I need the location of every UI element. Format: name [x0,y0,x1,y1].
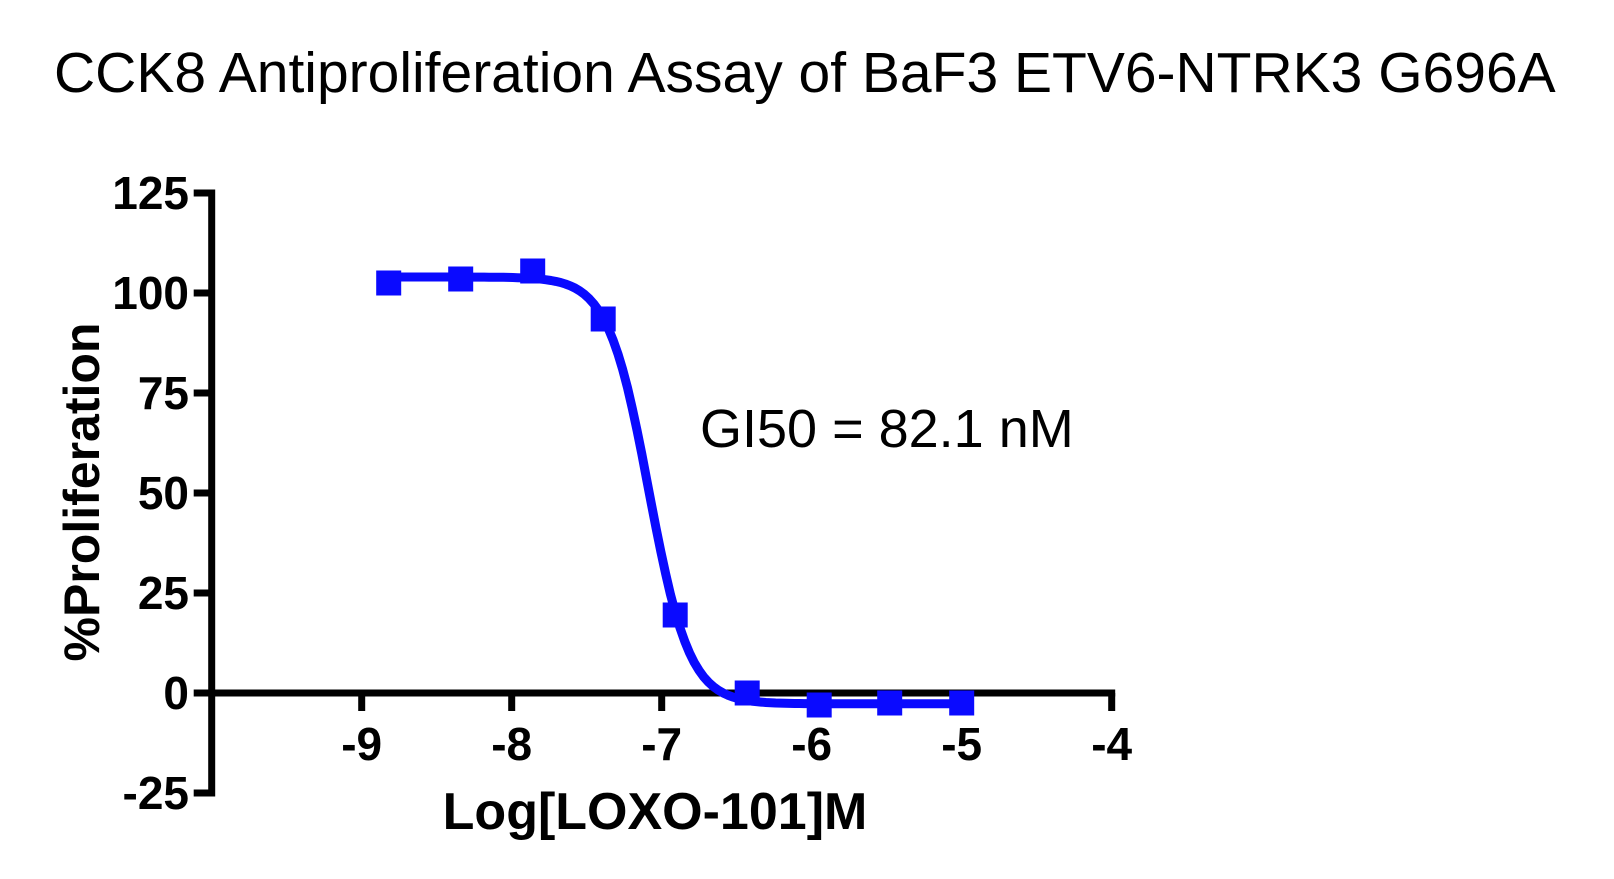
x-tick-label: -4 [1091,718,1132,770]
y-tick-label: 75 [138,367,189,419]
y-tick-label: 125 [112,167,189,219]
y-tick-label: 25 [138,567,189,619]
data-point [662,602,688,628]
y-tick-label: -25 [123,767,189,819]
data-point [520,258,546,284]
x-axis-label: Log[LOXO-101]M [442,783,868,841]
x-tick-label: -5 [941,718,982,770]
data-point [806,692,832,718]
gi50-annotation: GI50 = 82.1 nM [700,399,1074,459]
data-point [734,680,760,706]
fit-curve [384,272,967,709]
data-point [590,306,616,332]
x-tick-label: -6 [791,718,832,770]
y-tick-label: 100 [112,267,189,319]
data-point [376,270,402,296]
x-tick-label: -8 [491,718,532,770]
data-point [448,266,474,292]
x-tick-label: -9 [341,718,382,770]
chart-title: CCK8 Antiproliferation Assay of BaF3 ETV… [54,41,1556,105]
data-point [877,690,903,716]
y-tick-label: 50 [138,467,189,519]
data-point [949,690,975,716]
x-tick-label: -7 [641,718,682,770]
y-tick-label: 0 [163,667,189,719]
